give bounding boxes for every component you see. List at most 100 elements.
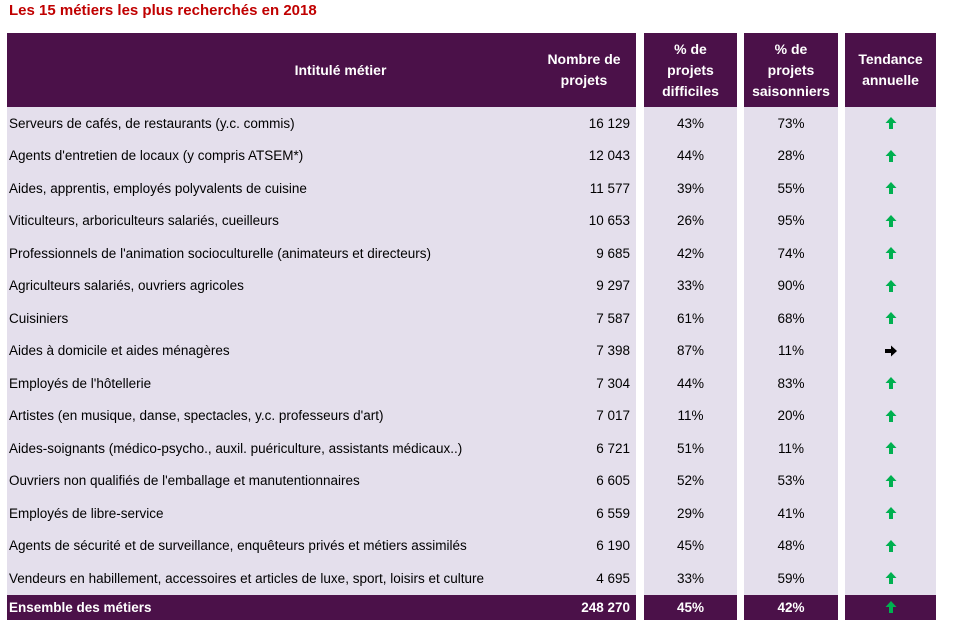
difficult-percent: 42% — [676, 245, 705, 261]
column-seasonal: % de projets saisonniers 73% 28% 55% 95% 74%… — [744, 33, 838, 620]
seasonal-percent: 73% — [777, 115, 805, 131]
arrow-up-icon — [884, 116, 898, 130]
table-row-trend — [845, 529, 936, 562]
difficult-percent: 44% — [676, 375, 705, 391]
table-row-job: Agents d'entretien de locaux (y compris … — [7, 139, 636, 172]
seasonal-percent: 68% — [777, 310, 805, 326]
job-title: Professionnels de l'animation sociocultu… — [9, 245, 432, 261]
table-row-seasonal: 73% — [744, 107, 838, 140]
header-projects-line1: Nombre de — [547, 51, 621, 67]
table-row-seasonal: 83% — [744, 367, 838, 400]
projects-count: 10 653 — [588, 213, 630, 229]
projects-count: 9 297 — [596, 278, 630, 294]
arrow-up-icon — [884, 181, 898, 195]
projects-count: 7 304 — [596, 375, 630, 391]
table-row-seasonal: 48% — [744, 529, 838, 562]
difficult-percent: 11% — [677, 408, 704, 424]
job-title: Agriculteurs salariés, ouvriers agricole… — [9, 278, 244, 294]
table-row-trend — [845, 139, 936, 172]
table-row-difficult: 33% — [644, 562, 737, 595]
table-row-trend — [845, 432, 936, 465]
table-row-difficult: 26% — [644, 204, 737, 237]
total-seasonal-cell: 42% — [744, 594, 838, 620]
table-row-seasonal: 11% — [744, 432, 838, 465]
seasonal-percent: 11% — [777, 343, 805, 359]
arrow-up-icon — [884, 474, 898, 488]
difficult-percent: 29% — [676, 505, 705, 521]
table-row-difficult: 42% — [644, 237, 737, 270]
projects-count: 9 685 — [596, 245, 630, 261]
header-seasonal: % de projets saisonniers — [744, 33, 838, 107]
table-row-trend — [845, 204, 936, 237]
table-row-trend — [845, 399, 936, 432]
difficult-percent: 51% — [676, 440, 705, 456]
table-row-trend — [845, 237, 936, 270]
seasonal-percent: 53% — [777, 473, 805, 489]
trend-rows — [845, 107, 936, 595]
header-projects: Nombre de projets — [534, 49, 636, 91]
header-trend: Tendance annuelle — [845, 33, 936, 107]
difficult-percent: 26% — [676, 213, 705, 229]
job-title: Employés de l'hôtellerie — [9, 375, 152, 391]
total-projects: 248 270 — [581, 599, 630, 615]
seasonal-percent: 59% — [777, 570, 805, 586]
arrow-up-icon — [884, 600, 898, 614]
projects-count: 11 577 — [589, 180, 630, 196]
header-difficult-line1: % de — [674, 40, 707, 57]
column-job: Intitulé métier Nombre de projets Serveu… — [7, 33, 636, 620]
projects-count: 6 190 — [596, 538, 630, 554]
job-title: Serveurs de cafés, de restaurants (y.c. … — [9, 115, 295, 131]
seasonal-percent: 20% — [777, 408, 805, 424]
table-row-job: Agriculteurs salariés, ouvriers agricole… — [7, 269, 636, 302]
table-row-seasonal: 95% — [744, 204, 838, 237]
header-difficult-line2: projets — [667, 61, 714, 78]
table-row-job: Aides-soignants (médico-psycho., auxil. … — [7, 432, 636, 465]
job-title: Cuisiniers — [9, 310, 69, 326]
arrow-up-icon — [884, 376, 898, 390]
table-row-trend — [845, 269, 936, 302]
table-row-seasonal: 59% — [744, 562, 838, 595]
seasonal-percent: 74% — [777, 245, 805, 261]
seasonal-percent: 28% — [777, 148, 805, 164]
table-row-trend — [845, 464, 936, 497]
seasonal-percent: 90% — [777, 278, 805, 294]
table-row-seasonal: 28% — [744, 139, 838, 172]
table-row-seasonal: 11% — [744, 334, 838, 367]
header-projects-line2: projets — [560, 72, 608, 88]
difficult-percent: 61% — [676, 310, 705, 326]
difficult-rows: 43% 44% 39% 26% 42% 33% 61% 87% 44% 11% 51% 52% 29% 4… — [644, 107, 737, 595]
arrow-up-icon — [884, 539, 898, 553]
difficult-percent: 45% — [676, 538, 705, 554]
table-row-seasonal: 53% — [744, 464, 838, 497]
table-row-difficult: 39% — [644, 172, 737, 205]
projects-count: 6 721 — [596, 440, 630, 456]
table-row-seasonal: 68% — [744, 302, 838, 335]
seasonal-percent: 83% — [777, 375, 805, 391]
total-row-job: Ensemble des métiers 248 270 — [7, 594, 636, 620]
arrow-up-icon — [884, 214, 898, 228]
table-row-job: Aides à domicile et aides ménagères 7 398 — [7, 334, 636, 367]
table-row-seasonal: 20% — [744, 399, 838, 432]
job-title: Agents de sécurité et de surveillance, e… — [9, 538, 467, 554]
arrow-up-icon — [884, 571, 898, 585]
table-row-trend — [845, 562, 936, 595]
table-row-difficult: 29% — [644, 497, 737, 530]
header-seasonal-line1: % de — [774, 40, 808, 57]
header-trend-line2: annuelle — [862, 72, 919, 88]
difficult-percent: 87% — [676, 343, 705, 359]
seasonal-percent: 48% — [777, 538, 805, 554]
table-row-trend — [845, 367, 936, 400]
table-row-job: Agents de sécurité et de surveillance, e… — [7, 529, 636, 562]
projects-count: 4 695 — [596, 570, 630, 586]
table-row-job: Serveurs de cafés, de restaurants (y.c. … — [7, 107, 636, 140]
table-row-difficult: 44% — [644, 139, 737, 172]
total-job-label: Ensemble des métiers — [9, 599, 152, 615]
table-row-difficult: 61% — [644, 302, 737, 335]
table-row-seasonal: 55% — [744, 172, 838, 205]
table-row-difficult: 51% — [644, 432, 737, 465]
arrow-up-icon — [884, 441, 898, 455]
projects-count: 6 559 — [596, 505, 630, 521]
table-row-job: Vendeurs en habillement, accessoires et … — [7, 562, 636, 595]
seasonal-percent: 11% — [777, 440, 805, 456]
job-rows: Serveurs de cafés, de restaurants (y.c. … — [7, 107, 636, 595]
